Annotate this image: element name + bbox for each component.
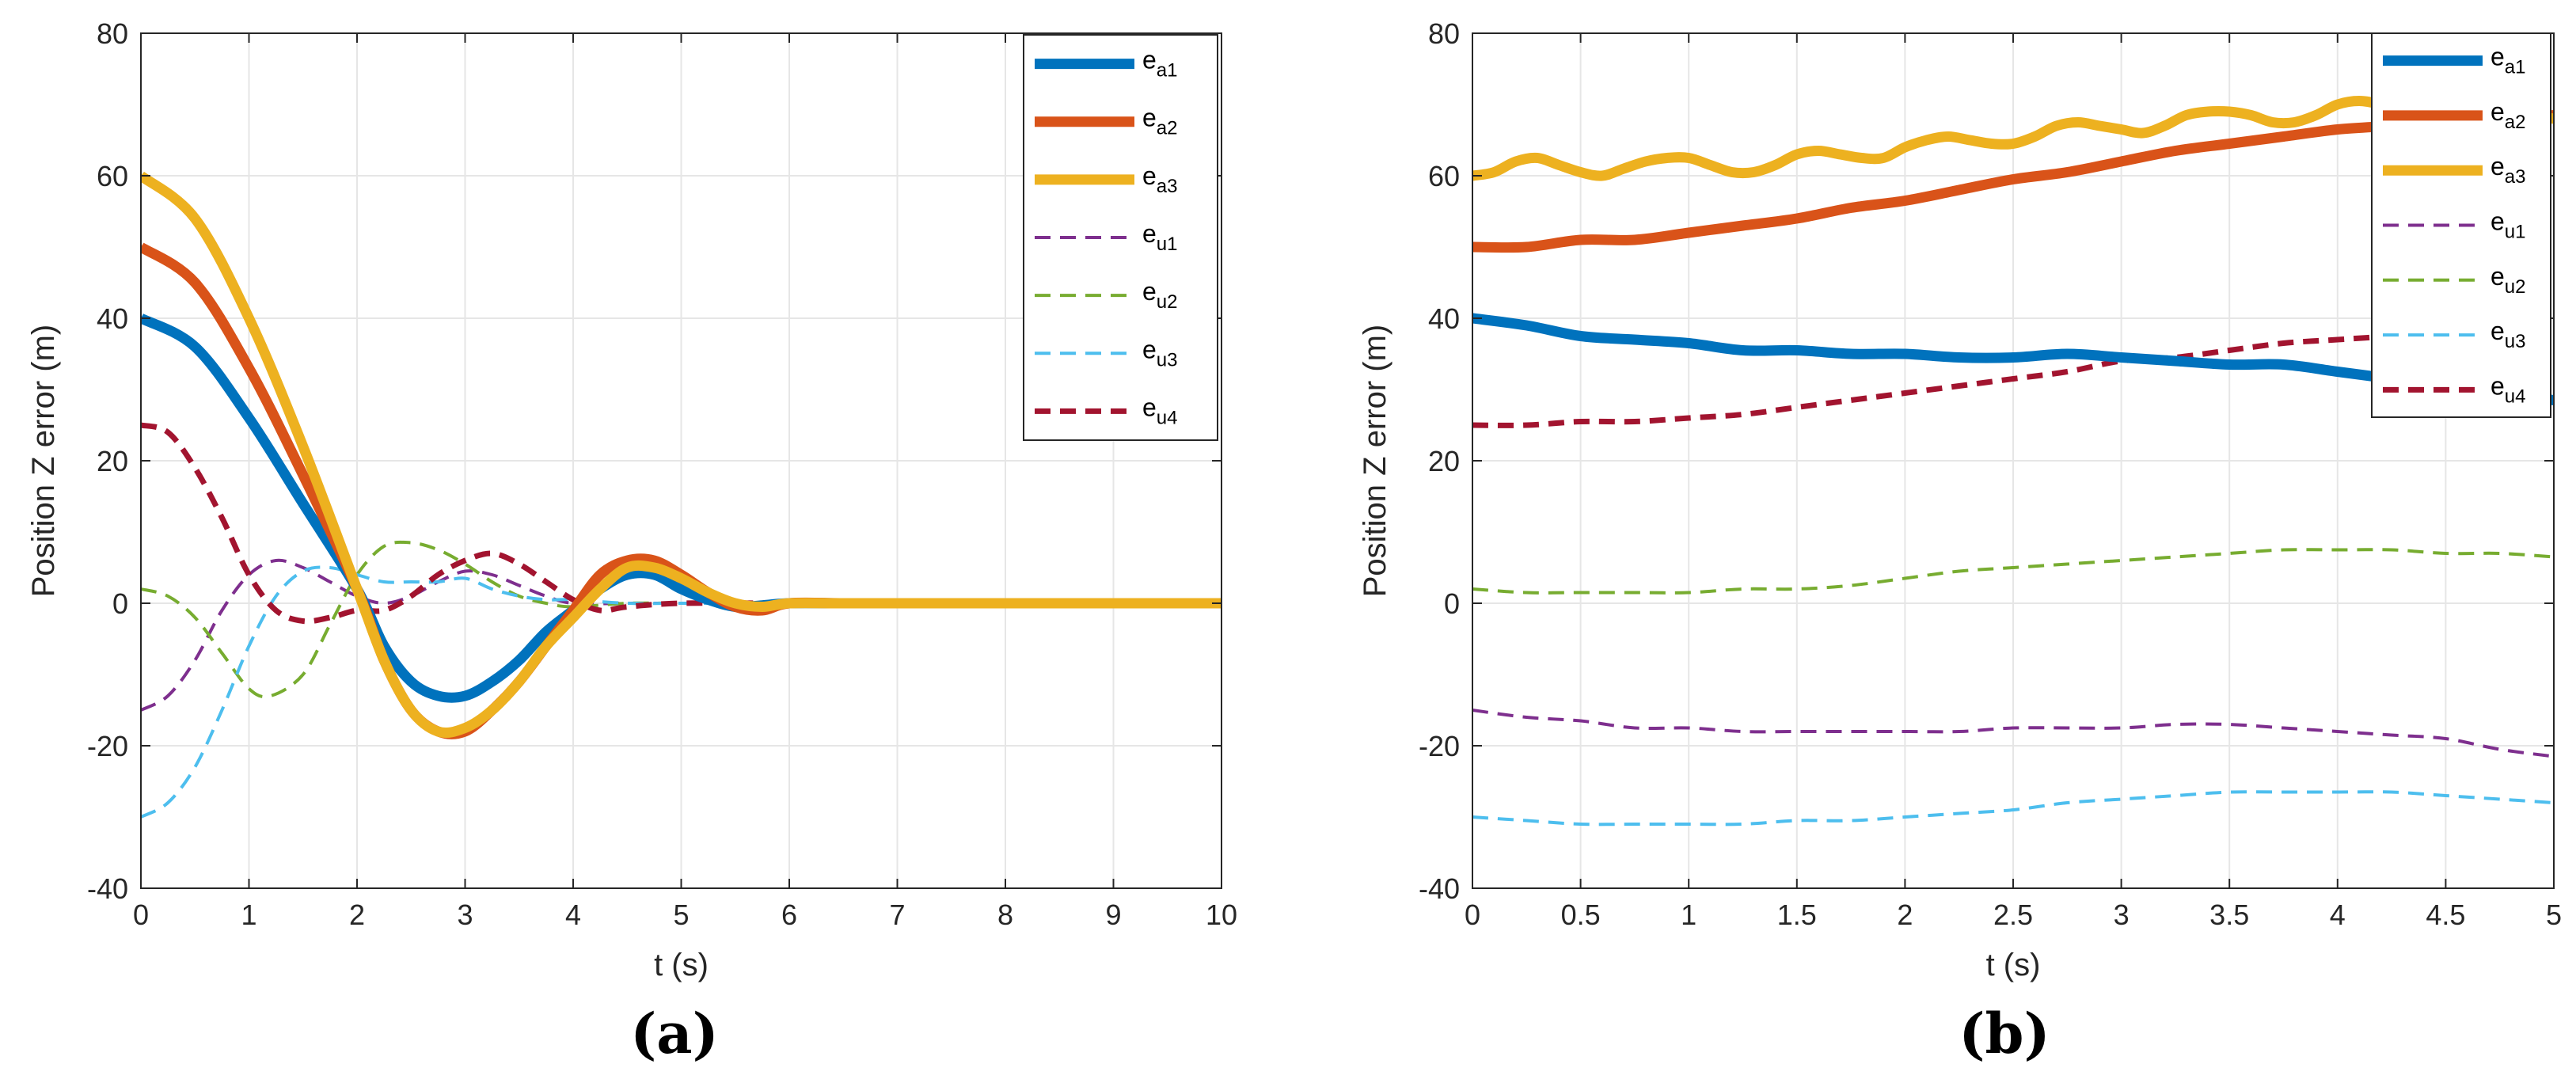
series-line-e-u2 bbox=[1472, 548, 2554, 595]
data-series-group bbox=[141, 171, 1222, 819]
legend-label-e-a2: ea2 bbox=[2491, 97, 2526, 133]
x-tick-label: 5 bbox=[673, 899, 689, 931]
series-line-e-a3 bbox=[141, 171, 1222, 739]
x-tick-label: 3 bbox=[457, 899, 473, 931]
legend: ea1 ea2 ea3 eu1 eu2 eu3 eu4 bbox=[1023, 34, 1218, 441]
x-tick-label: 0.5 bbox=[1561, 899, 1601, 931]
series-line-e-u3 bbox=[141, 565, 1222, 819]
legend-label-e-a3: ea3 bbox=[1142, 162, 1178, 197]
x-tick-label: 2 bbox=[1897, 899, 1913, 931]
x-tick-label: 8 bbox=[997, 899, 1013, 931]
legend-label-e-u1: eu1 bbox=[2491, 207, 2526, 243]
y-tick-label: -20 bbox=[87, 730, 128, 762]
y-tick-label: 60 bbox=[1428, 160, 1460, 192]
legend-label-e-u2: eu2 bbox=[2491, 262, 2526, 298]
x-axis-label: t (s) bbox=[654, 948, 709, 982]
x-tick-label: 2 bbox=[349, 899, 365, 931]
legend: ea1 ea2 ea3 eu1 eu2 eu3 eu4 bbox=[2371, 32, 2551, 418]
chart-panel-b: 0 0.5 1 1.5 2 2.5 3 3.5 4 4.5 5 -40 -20 0 20 40 60 80 t (s… bbox=[1358, 17, 2562, 1066]
series-line-e-u3 bbox=[1472, 790, 2554, 826]
x-tick-label: 4 bbox=[2330, 899, 2346, 931]
legend-label-e-u4: eu4 bbox=[2491, 371, 2526, 407]
legend-label-e-u3: eu3 bbox=[2491, 317, 2526, 352]
x-tick-label: 0 bbox=[1465, 899, 1480, 931]
panel-label: (b) bbox=[1959, 1001, 2050, 1066]
x-tick-label: 4.5 bbox=[2426, 899, 2465, 931]
y-tick-label: 20 bbox=[97, 445, 128, 477]
series-line-e-u4 bbox=[1472, 329, 2554, 428]
x-tick-label: 1 bbox=[241, 899, 256, 931]
x-tick-label: 10 bbox=[1206, 899, 1237, 931]
x-tick-label: 3.5 bbox=[2209, 899, 2249, 931]
legend-label-e-u2: eu2 bbox=[1142, 277, 1178, 313]
y-axis-label: Position Z error (m) bbox=[26, 325, 61, 598]
x-tick-label: 1 bbox=[1681, 899, 1696, 931]
x-tick-label: 6 bbox=[781, 899, 797, 931]
y-tick-label: 40 bbox=[1428, 302, 1460, 335]
legend-label-e-u4: eu4 bbox=[1142, 393, 1178, 428]
x-tick-label: 0 bbox=[133, 899, 149, 931]
y-axis-label: Position Z error (m) bbox=[1358, 325, 1392, 598]
y-tick-label: 0 bbox=[112, 587, 128, 620]
series-line-e-u1 bbox=[1472, 709, 2554, 758]
y-tick-label: 0 bbox=[1444, 587, 1460, 620]
x-tick-label: 1.5 bbox=[1777, 899, 1817, 931]
y-tick-label: -40 bbox=[87, 872, 128, 905]
y-tick-label: 80 bbox=[1428, 17, 1460, 50]
y-tick-label: 20 bbox=[1428, 445, 1460, 477]
legend-label-e-a2: ea2 bbox=[1142, 104, 1178, 139]
x-tick-label: 9 bbox=[1105, 899, 1121, 931]
x-tick-label: 4 bbox=[565, 899, 581, 931]
y-tick-label: 40 bbox=[97, 302, 128, 335]
y-tick-label: 60 bbox=[97, 160, 128, 192]
legend-label-e-a3: ea3 bbox=[2491, 152, 2526, 188]
x-tick-label: 3 bbox=[2114, 899, 2130, 931]
legend-label-e-u3: eu3 bbox=[1142, 335, 1178, 370]
legend-label-e-u1: eu1 bbox=[1142, 219, 1178, 255]
chart-panel-a: 0 1 2 3 4 5 6 7 8 9 10 -40 -20 0 20 40 60 80 t (s) Position… bbox=[26, 17, 1237, 1066]
legend-label-e-a1: ea1 bbox=[2491, 43, 2526, 78]
x-axis-label: t (s) bbox=[1986, 948, 2041, 982]
y-tick-label: 80 bbox=[97, 17, 128, 50]
x-tick-label: 5 bbox=[2546, 899, 2562, 931]
x-tick-label: 7 bbox=[889, 899, 905, 931]
legend-label-e-a1: ea1 bbox=[1142, 46, 1178, 82]
panel-label: (a) bbox=[630, 1001, 719, 1066]
y-tick-label: -40 bbox=[1419, 872, 1460, 905]
y-tick-label: -20 bbox=[1419, 730, 1460, 762]
x-tick-label: 2.5 bbox=[1993, 899, 2033, 931]
